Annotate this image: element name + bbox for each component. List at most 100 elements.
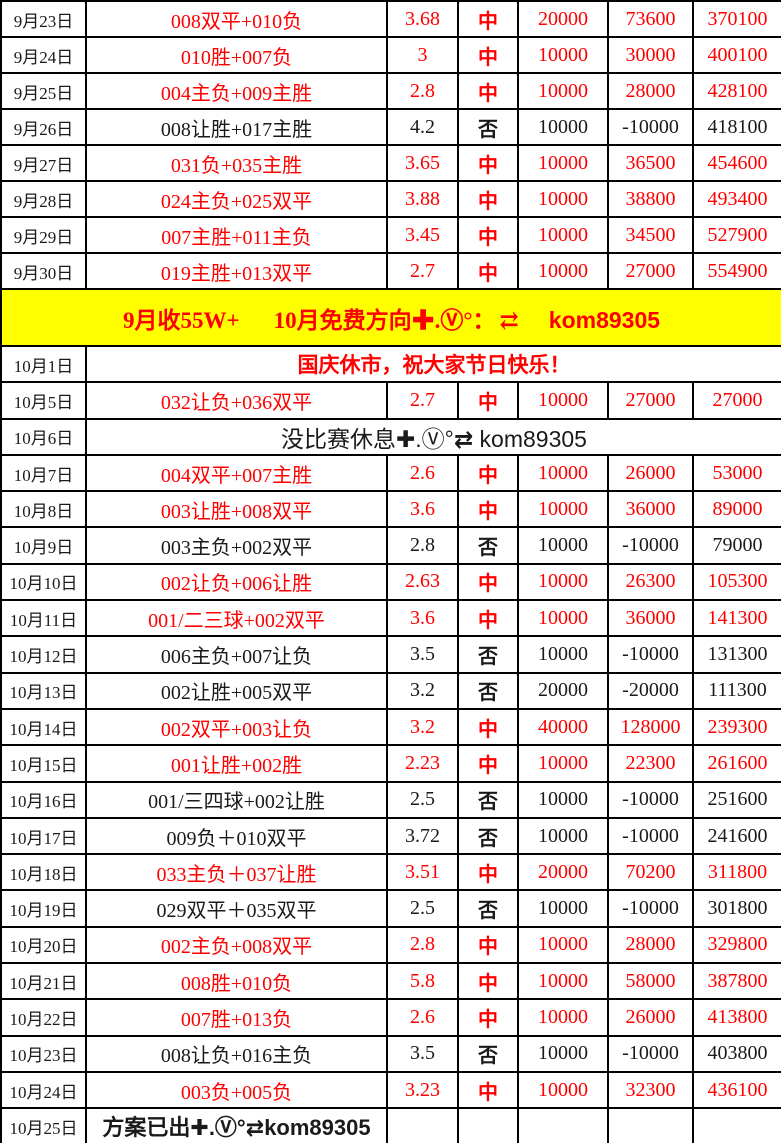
plan-cell: 006主负+007让负 bbox=[85, 635, 388, 674]
profit-cell: 36000 bbox=[607, 490, 694, 529]
plan-cell: 019主胜+013双平 bbox=[85, 252, 388, 290]
result-cell: 中 bbox=[457, 707, 519, 747]
table-row: 10月15日 001让胜+002胜 2.23 中 10000 22300 261600 bbox=[0, 744, 781, 783]
profit-cell: 73600 bbox=[607, 0, 694, 38]
plan-cell: 008让胜+017主胜 bbox=[85, 108, 388, 146]
cumulative-total-cell: 554900 bbox=[692, 252, 781, 290]
cumulative-total-cell: 53000 bbox=[692, 453, 781, 493]
result-cell: 中 bbox=[457, 962, 519, 1001]
date-cell: 10月12日 bbox=[0, 635, 87, 674]
stake-cell: 10000 bbox=[517, 108, 609, 146]
cumulative-total-cell: 400100 bbox=[692, 36, 781, 74]
result-cell: 中 bbox=[457, 490, 519, 529]
message-contact-handle: kom89305 bbox=[473, 425, 587, 452]
cumulative-total-cell: 311800 bbox=[692, 853, 781, 892]
date-cell: 10月1日 bbox=[0, 344, 87, 384]
swap-arrows-icon: ⇄ bbox=[245, 1114, 265, 1141]
result-cell: 中 bbox=[457, 1070, 519, 1110]
plan-cell: 031负+035主胜 bbox=[85, 144, 388, 182]
message-text: 没比赛休息✚.Ⓥ° bbox=[281, 425, 454, 452]
plan-cell: 033主负＋037让胜 bbox=[85, 853, 388, 892]
table-row: 10月7日 004双平+007主胜 2.6 中 10000 26000 53000 bbox=[0, 453, 781, 493]
profit-cell: 27000 bbox=[607, 381, 694, 420]
stake-cell: 10000 bbox=[517, 599, 609, 638]
cumulative-total-cell: 131300 bbox=[692, 635, 781, 674]
banner-contact-handle: kom89305 bbox=[548, 306, 661, 333]
odds-cell: 2.8 bbox=[386, 925, 459, 965]
empty-cell bbox=[457, 1107, 519, 1143]
result-cell: 否 bbox=[457, 526, 519, 565]
stake-cell: 10000 bbox=[517, 816, 609, 856]
stake-cell: 10000 bbox=[517, 780, 609, 819]
result-cell: 中 bbox=[457, 853, 519, 892]
plan-cell: 008双平+010负 bbox=[85, 0, 388, 38]
date-cell: 10月10日 bbox=[0, 562, 87, 602]
message-row: 10月1日 国庆休市，祝大家节日快乐！ bbox=[0, 344, 781, 384]
table-row: 10月24日 003负+005负 3.23 中 10000 32300 436100 bbox=[0, 1070, 781, 1110]
message-contact-handle: kom89305 bbox=[264, 1115, 371, 1141]
result-cell: 中 bbox=[457, 744, 519, 783]
cumulative-total-cell: 141300 bbox=[692, 599, 781, 638]
odds-cell: 2.7 bbox=[386, 252, 459, 290]
result-cell: 否 bbox=[457, 780, 519, 819]
result-cell: 中 bbox=[457, 144, 519, 182]
result-cell: 中 bbox=[457, 0, 519, 38]
odds-cell: 3.72 bbox=[386, 816, 459, 856]
date-cell: 10月6日 bbox=[0, 417, 87, 456]
result-cell: 中 bbox=[457, 180, 519, 218]
odds-cell: 2.8 bbox=[386, 72, 459, 110]
table-row: 10月12日 006主负+007让负 3.5 否 10000 -10000 131300 bbox=[0, 635, 781, 674]
odds-cell: 3.88 bbox=[386, 180, 459, 218]
date-cell: 10月14日 bbox=[0, 707, 87, 747]
stake-cell: 10000 bbox=[517, 526, 609, 565]
stake-cell: 10000 bbox=[517, 72, 609, 110]
cumulative-total-cell: 418100 bbox=[692, 108, 781, 146]
result-cell: 否 bbox=[457, 816, 519, 856]
odds-cell: 2.6 bbox=[386, 453, 459, 493]
date-cell: 10月11日 bbox=[0, 599, 87, 638]
result-cell: 中 bbox=[457, 599, 519, 638]
profit-cell: 34500 bbox=[607, 216, 694, 254]
plan-cell: 004双平+007主胜 bbox=[85, 453, 388, 493]
cumulative-total-cell: 403800 bbox=[692, 1034, 781, 1073]
table-row: 10月18日 033主负＋037让胜 3.51 中 20000 70200 311800 bbox=[0, 853, 781, 892]
table-row: 10月16日 001/三四球+002让胜 2.5 否 10000 -10000 251600 bbox=[0, 780, 781, 819]
profit-cell: 22300 bbox=[607, 744, 694, 783]
date-cell: 9月30日 bbox=[0, 252, 87, 290]
promo-banner-cell: 9月收55W+ 10月免费方向✚.Ⓥ°： ⇄ kom89305 bbox=[0, 288, 781, 347]
cumulative-total-cell: 27000 bbox=[692, 381, 781, 420]
stake-cell: 10000 bbox=[517, 1070, 609, 1110]
date-cell: 9月23日 bbox=[0, 0, 87, 38]
cumulative-total-cell: 428100 bbox=[692, 72, 781, 110]
cumulative-total-cell: 111300 bbox=[692, 671, 781, 710]
stake-cell: 10000 bbox=[517, 216, 609, 254]
table-row: 10月20日 002主负+008双平 2.8 中 10000 28000 329800 bbox=[0, 925, 781, 965]
result-cell: 中 bbox=[457, 925, 519, 965]
odds-cell: 3.5 bbox=[386, 1034, 459, 1073]
stake-cell: 20000 bbox=[517, 853, 609, 892]
stake-cell: 10000 bbox=[517, 453, 609, 493]
date-cell: 10月18日 bbox=[0, 853, 87, 892]
stake-cell: 10000 bbox=[517, 490, 609, 529]
banner-free-direction-text: 10月免费方向✚.Ⓥ°： bbox=[273, 307, 496, 333]
date-cell: 10月24日 bbox=[0, 1070, 87, 1110]
date-cell: 10月9日 bbox=[0, 526, 87, 565]
plan-cell: 003让胜+008双平 bbox=[85, 490, 388, 529]
plan-cell: 024主负+025双平 bbox=[85, 180, 388, 218]
odds-cell: 3.68 bbox=[386, 0, 459, 38]
message-cell: 没比赛休息✚.Ⓥ°⇄ kom89305 bbox=[85, 417, 781, 456]
plan-cell: 003主负+002双平 bbox=[85, 526, 388, 565]
result-cell: 中 bbox=[457, 216, 519, 254]
table-row: 10月13日 002让胜+005双平 3.2 否 20000 -20000 111300 bbox=[0, 671, 781, 710]
table-row: 9月28日 024主负+025双平 3.88 中 10000 38800 493400 bbox=[0, 180, 781, 218]
date-cell: 10月21日 bbox=[0, 962, 87, 1001]
promo-banner-row: 9月收55W+ 10月免费方向✚.Ⓥ°： ⇄ kom89305 bbox=[0, 288, 781, 347]
cumulative-total-cell: 261600 bbox=[692, 744, 781, 783]
cumulative-total-cell: 241600 bbox=[692, 816, 781, 856]
cumulative-total-cell: 527900 bbox=[692, 216, 781, 254]
stake-cell: 10000 bbox=[517, 889, 609, 928]
plan-cell: 008胜+010负 bbox=[85, 962, 388, 1001]
profit-cell: 58000 bbox=[607, 962, 694, 1001]
